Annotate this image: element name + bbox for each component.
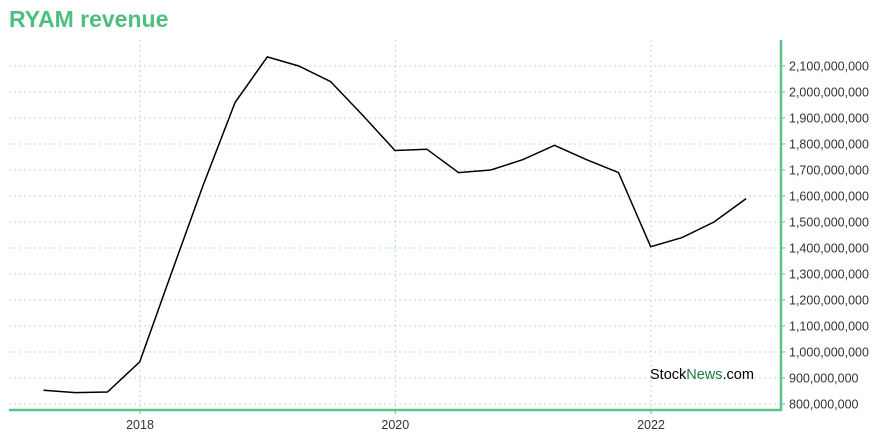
data-point: [712, 220, 716, 224]
data-point: [584, 158, 588, 162]
y-tick-label: 1,400,000,000: [789, 242, 869, 256]
x-tick-label: 2018: [126, 418, 154, 432]
data-point: [521, 158, 525, 162]
y-tick-label: 1,100,000,000: [789, 320, 869, 334]
y-tick-label: 2,000,000,000: [789, 86, 869, 100]
data-point: [680, 236, 684, 240]
y-tick-label: 1,700,000,000: [789, 164, 869, 178]
stocknews-watermark: StockNews.com: [650, 367, 754, 383]
y-tick-label: 900,000,000: [789, 372, 859, 386]
series-points: [42, 55, 749, 395]
y-tick-label: 800,000,000: [789, 398, 859, 412]
data-point: [297, 64, 301, 68]
grid-lines: [9, 40, 785, 414]
data-point: [617, 171, 621, 175]
watermark-stock: Stock: [650, 367, 687, 383]
x-tick-label: 2022: [637, 418, 665, 432]
y-tick-label: 1,500,000,000: [789, 216, 869, 230]
data-point: [553, 143, 557, 147]
x-axis-tick-labels: 2018 2020 2022: [126, 418, 665, 432]
y-tick-label: 1,900,000,000: [789, 112, 869, 126]
data-point: [361, 113, 365, 117]
chart-title: RYAM revenue: [9, 6, 169, 32]
y-tick-label: 1,800,000,000: [789, 138, 869, 152]
data-point: [393, 149, 397, 153]
data-point: [649, 245, 653, 249]
data-point: [329, 80, 333, 84]
x-tick-label: 2020: [381, 418, 409, 432]
data-point: [265, 55, 269, 59]
data-point: [744, 197, 748, 201]
series-line-revenue: [43, 56, 747, 394]
data-point: [425, 147, 429, 151]
data-point: [201, 184, 205, 188]
data-point: [106, 390, 110, 394]
y-tick-label: 1,200,000,000: [789, 294, 869, 308]
data-point: [42, 388, 46, 392]
watermark-news: News: [686, 367, 722, 383]
data-point: [138, 360, 142, 364]
y-tick-label: 1,600,000,000: [789, 190, 869, 204]
y-tick-label: 1,300,000,000: [789, 268, 869, 282]
watermark-dotcom: .com: [723, 367, 754, 383]
data-point: [489, 168, 493, 172]
y-tick-label: 2,100,000,000: [789, 60, 869, 74]
data-point: [73, 391, 77, 395]
data-point: [169, 272, 173, 276]
y-tick-label: 1,000,000,000: [789, 346, 869, 360]
data-point: [457, 171, 461, 175]
data-point: [233, 100, 237, 104]
y-axis-tick-labels: 800,000,000 900,000,000 1,000,000,000 1,100…: [789, 60, 869, 412]
